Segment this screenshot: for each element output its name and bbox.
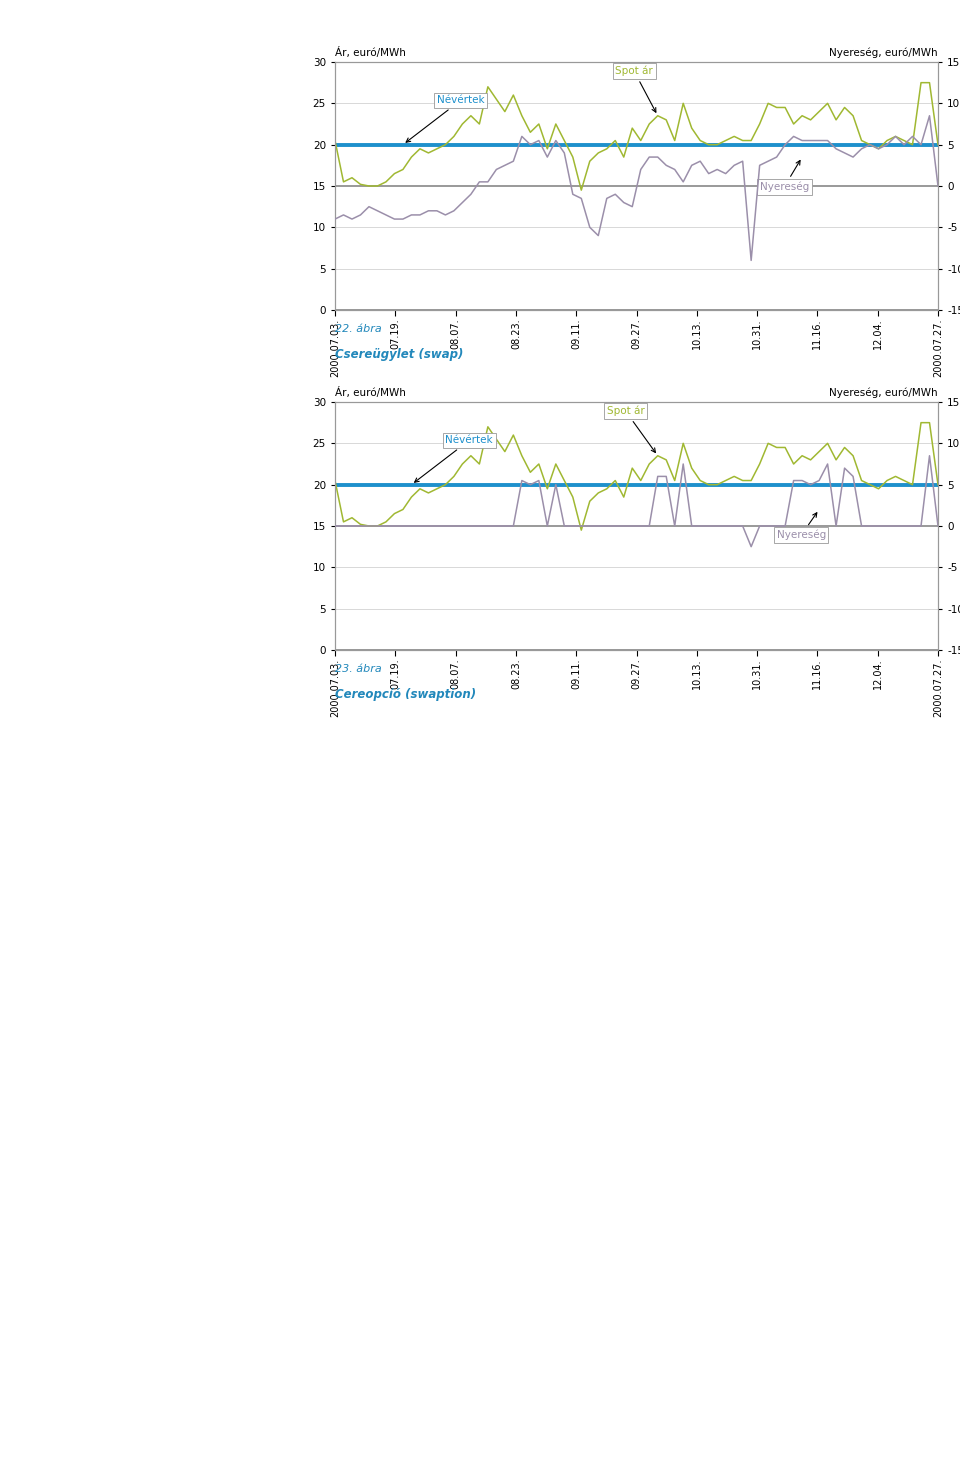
Text: Nyereség, euró/MWh: Nyereség, euró/MWh bbox=[829, 47, 938, 58]
Text: Nyereség, euró/MWh: Nyereség, euró/MWh bbox=[829, 387, 938, 398]
Text: Nyereség: Nyereség bbox=[759, 161, 809, 192]
Text: Ár, euró/MWh: Ár, euró/MWh bbox=[335, 46, 406, 58]
Text: Csereügylet (swap): Csereügylet (swap) bbox=[335, 348, 464, 361]
Text: 22. ábra: 22. ábra bbox=[335, 324, 382, 334]
Text: Spot ár: Spot ár bbox=[607, 405, 656, 453]
Text: Cereopcíó (swaption): Cereopcíó (swaption) bbox=[335, 688, 476, 701]
Text: 23. ábra: 23. ábra bbox=[335, 664, 382, 674]
Text: Névértek: Névértek bbox=[406, 95, 485, 142]
Text: Ár, euró/MWh: Ár, euró/MWh bbox=[335, 386, 406, 398]
Text: Névértek: Névértek bbox=[415, 435, 493, 482]
Text: Spot ár: Spot ár bbox=[615, 67, 656, 112]
Text: Nyereség: Nyereség bbox=[777, 513, 826, 540]
